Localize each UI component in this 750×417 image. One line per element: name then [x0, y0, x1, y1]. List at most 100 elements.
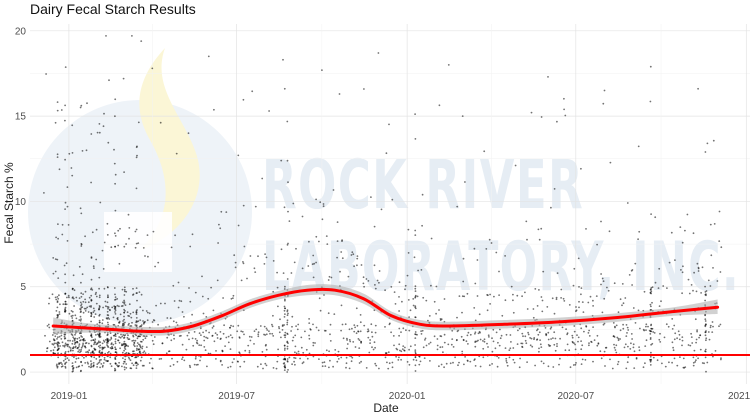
data-point — [603, 297, 606, 300]
data-point — [419, 360, 422, 363]
data-point — [553, 343, 556, 346]
data-point — [198, 332, 201, 335]
data-point — [650, 323, 653, 326]
data-point — [540, 116, 543, 118]
data-point — [321, 69, 323, 71]
data-point — [116, 298, 119, 300]
data-point — [344, 323, 347, 326]
data-point — [99, 344, 102, 347]
data-point — [660, 300, 662, 303]
data-point — [626, 202, 629, 204]
data-point — [135, 334, 138, 337]
data-point — [106, 339, 109, 342]
data-point — [231, 361, 234, 364]
data-point — [302, 351, 305, 354]
data-point — [199, 359, 201, 362]
data-point — [286, 244, 289, 246]
data-point — [243, 333, 245, 336]
data-point — [81, 150, 84, 152]
data-point — [443, 333, 446, 336]
data-point — [607, 289, 610, 292]
data-point — [378, 270, 381, 272]
data-point — [279, 318, 281, 321]
data-point — [649, 355, 652, 358]
data-point — [78, 319, 81, 321]
data-point — [122, 362, 125, 365]
data-point — [140, 356, 143, 359]
data-point — [572, 364, 575, 366]
data-point — [261, 177, 264, 180]
data-point — [59, 303, 61, 306]
data-point — [280, 159, 283, 162]
data-point — [276, 286, 279, 289]
data-point — [367, 336, 370, 339]
data-point — [231, 336, 234, 339]
data-point — [119, 336, 122, 339]
data-point — [699, 334, 702, 336]
data-point — [119, 347, 121, 350]
data-point — [346, 347, 348, 350]
data-point — [95, 334, 97, 336]
data-point — [172, 284, 175, 287]
data-point — [284, 336, 286, 339]
data-point — [553, 188, 556, 190]
data-point — [568, 349, 571, 352]
data-point — [704, 318, 707, 321]
data-point — [696, 329, 698, 331]
data-point — [540, 346, 543, 348]
data-point — [487, 346, 489, 348]
data-point — [181, 356, 184, 359]
data-point — [283, 305, 286, 308]
data-point — [56, 306, 59, 309]
data-point — [494, 347, 497, 350]
data-point — [445, 362, 448, 365]
data-point — [211, 327, 214, 329]
data-point — [627, 345, 629, 348]
data-point — [329, 333, 331, 336]
data-point — [631, 338, 633, 340]
data-point — [107, 286, 109, 289]
data-point — [164, 302, 166, 305]
data-point — [197, 363, 199, 366]
data-point — [96, 131, 99, 134]
data-point — [359, 321, 362, 324]
data-point — [123, 302, 126, 305]
data-point — [612, 335, 615, 338]
data-point — [240, 279, 243, 282]
data-point — [286, 314, 289, 317]
data-point — [545, 334, 548, 337]
data-point — [80, 295, 83, 298]
data-point — [290, 330, 292, 332]
data-point — [596, 344, 599, 347]
data-point — [48, 326, 51, 329]
data-point — [532, 316, 535, 319]
data-point — [565, 328, 567, 330]
data-point — [585, 325, 588, 328]
data-point — [424, 339, 426, 341]
data-point — [474, 332, 476, 335]
data-point — [449, 362, 452, 365]
data-point — [135, 349, 138, 351]
data-point — [80, 348, 82, 351]
data-point — [294, 351, 296, 354]
data-point — [347, 275, 350, 278]
data-point — [479, 338, 482, 341]
data-point — [101, 319, 104, 321]
data-point — [294, 334, 297, 337]
data-point — [414, 316, 417, 318]
data-point — [701, 362, 704, 364]
data-point — [351, 356, 354, 359]
data-point — [84, 345, 86, 348]
data-point — [474, 319, 477, 322]
data-point — [388, 362, 391, 365]
data-point — [524, 335, 527, 338]
data-point — [227, 335, 230, 338]
data-point — [701, 266, 704, 269]
data-point — [135, 364, 138, 367]
data-point — [124, 361, 126, 363]
data-point — [430, 237, 433, 240]
data-point — [85, 307, 87, 310]
data-point — [683, 367, 686, 369]
data-point — [541, 310, 544, 313]
data-point — [64, 367, 67, 369]
